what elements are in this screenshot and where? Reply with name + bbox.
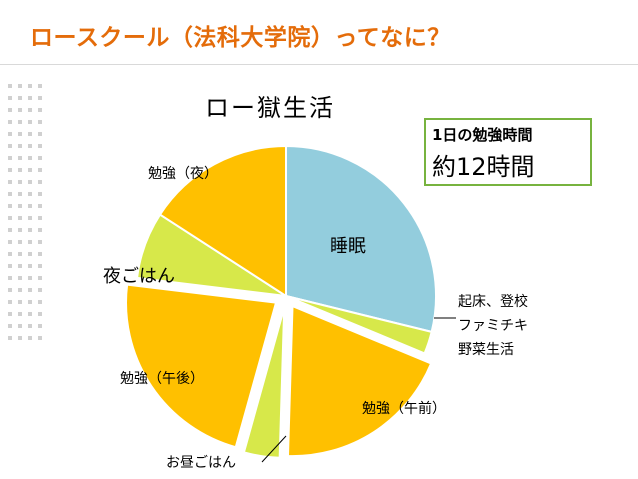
leader-line xyxy=(261,435,287,463)
title-divider xyxy=(0,64,638,65)
slice-label: お昼ごはん xyxy=(166,455,236,471)
study-time-value: 約12時間 xyxy=(432,153,535,181)
chart-title: ロー獄生活 xyxy=(205,94,335,122)
slice-label: 睡眠 xyxy=(330,236,366,257)
slice-label: 勉強（夜） xyxy=(148,166,218,182)
pie-slice xyxy=(125,283,278,449)
pie-slice xyxy=(158,144,287,298)
slice-label: 夜ごはん xyxy=(103,266,175,287)
study-time-label: 1日の勉強時間 xyxy=(432,126,533,144)
pie-slice xyxy=(285,144,437,334)
slice-label: 起床、登校 ファミチキ 野菜生活 xyxy=(458,294,528,358)
pie-slice xyxy=(286,304,433,458)
slice-label: 勉強（午後） xyxy=(120,371,204,387)
study-time-box: 1日の勉強時間 約12時間 xyxy=(424,118,592,186)
pie-slice xyxy=(242,307,286,459)
slice-label: 勉強（午前） xyxy=(362,401,446,417)
decorative-dot-grid xyxy=(8,84,42,340)
slide-title: ロースクール（法科大学院）ってなに？ xyxy=(30,25,451,51)
pie-slice xyxy=(285,295,433,355)
